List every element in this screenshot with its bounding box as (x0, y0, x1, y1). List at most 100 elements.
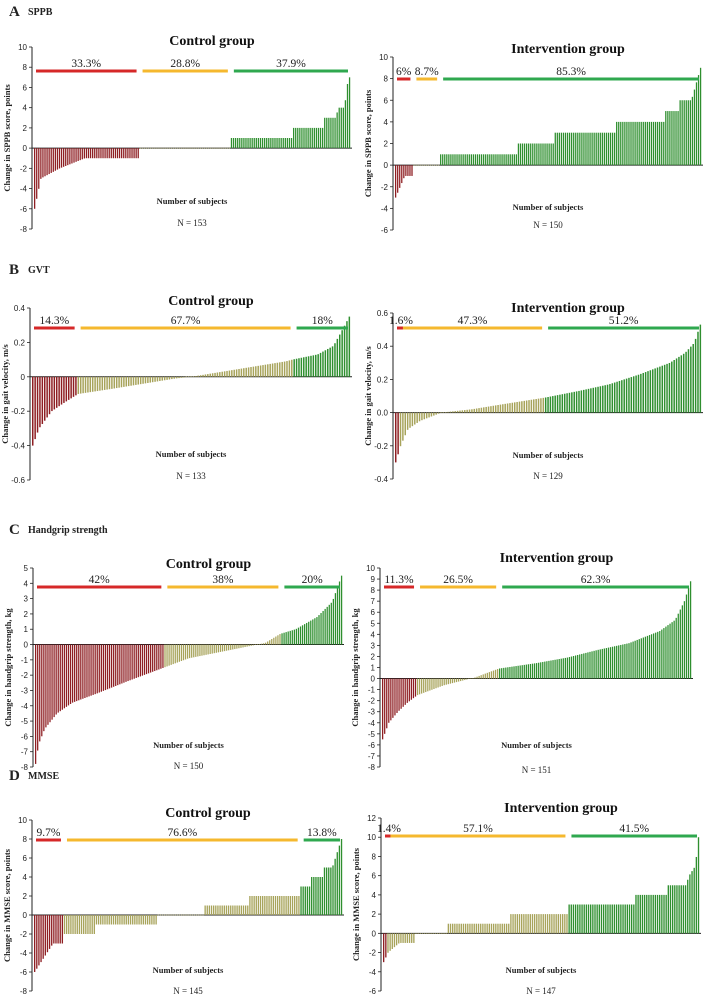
bar (163, 376, 166, 381)
bar (343, 325, 346, 377)
bar (206, 905, 208, 915)
y-tick-label: -0.2 (374, 442, 388, 451)
bar (480, 675, 482, 679)
bar (267, 641, 269, 645)
bar (398, 933, 400, 944)
bar (195, 644, 197, 657)
bar (437, 678, 439, 688)
bar (632, 121, 634, 166)
bar (293, 896, 296, 915)
bar (48, 376, 51, 415)
bar (449, 411, 452, 413)
bar (93, 915, 95, 934)
bar (303, 357, 305, 377)
x-axis-label: Number of subjects (156, 449, 227, 459)
bar (344, 100, 347, 149)
bar (536, 143, 538, 166)
bar (626, 643, 628, 679)
bar (554, 659, 556, 679)
sample-size-label: N = 150 (533, 220, 563, 230)
y-tick-label: 2 (372, 910, 377, 919)
bar (125, 148, 127, 159)
bar (602, 904, 605, 934)
bar (478, 675, 480, 679)
bar (667, 885, 669, 934)
bar (427, 678, 429, 692)
bar (156, 147, 158, 149)
bar (116, 148, 119, 159)
bar (69, 644, 72, 704)
bar (174, 644, 176, 664)
bar (518, 914, 521, 934)
bar (195, 147, 197, 149)
bar (415, 933, 417, 934)
percentage-label: 9.7% (37, 827, 61, 839)
bar (170, 914, 172, 916)
bar (340, 839, 343, 915)
bar (174, 147, 177, 149)
bar (501, 923, 503, 934)
bar (654, 121, 657, 166)
bar (525, 400, 528, 413)
bar (597, 649, 599, 679)
bar (272, 896, 274, 915)
chart-c-control: Control group -8 -7 -6 -5 -4 -3 -2 -1 0 1 2 3 4 5 Chang… (3, 557, 344, 772)
bar (454, 154, 456, 166)
bar (622, 121, 624, 166)
bar (195, 914, 198, 916)
bar (79, 376, 82, 394)
bar (595, 132, 597, 166)
bar (67, 644, 70, 706)
bar (291, 359, 293, 377)
bar (154, 376, 156, 382)
bar (65, 915, 68, 934)
bar (562, 658, 564, 679)
bar (291, 896, 294, 915)
bar (516, 401, 518, 413)
bar (538, 662, 540, 679)
bar (695, 856, 698, 934)
bar (697, 837, 700, 934)
bar (633, 904, 635, 934)
bar (411, 165, 413, 176)
bar (468, 154, 470, 166)
bar (150, 147, 152, 149)
bar (656, 367, 659, 413)
bar (108, 644, 111, 689)
bar (630, 121, 632, 166)
bar (58, 148, 61, 169)
bar (697, 75, 700, 166)
bar (499, 404, 502, 413)
y-tick-label: -2 (20, 164, 28, 173)
bar (189, 914, 191, 916)
bar (663, 121, 665, 166)
bar (94, 376, 96, 392)
bar (267, 364, 269, 377)
bar (94, 148, 96, 159)
bar (257, 365, 259, 377)
bar (76, 915, 78, 934)
bar (240, 368, 243, 377)
bar (517, 665, 519, 679)
bar (103, 376, 106, 390)
bar (262, 896, 264, 915)
bar (634, 640, 636, 679)
bar (172, 644, 174, 665)
bar (482, 674, 484, 679)
bar (288, 138, 291, 149)
bar (683, 100, 685, 166)
bar (164, 147, 166, 149)
bar (292, 127, 295, 149)
bar (238, 905, 240, 915)
bar (423, 412, 426, 420)
percentage-label: 76.6% (167, 827, 197, 839)
bar (492, 923, 495, 934)
bar (435, 412, 437, 415)
bar (115, 644, 117, 686)
x-axis-label: Number of subjects (513, 202, 584, 212)
bar (48, 148, 50, 175)
bar (285, 632, 287, 645)
bar (88, 644, 90, 697)
bar (144, 376, 147, 384)
bar (600, 904, 603, 934)
